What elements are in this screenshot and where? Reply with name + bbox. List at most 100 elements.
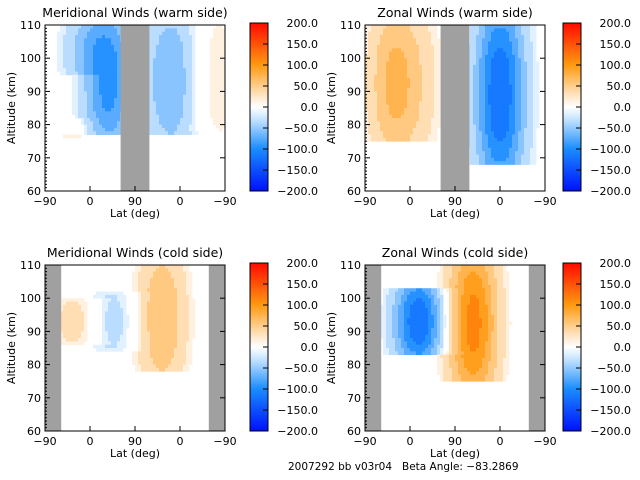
- contour-cell: [189, 274, 193, 279]
- contour-cell: [93, 61, 97, 66]
- contour-cell: [66, 61, 70, 66]
- contour-cell: [476, 64, 480, 69]
- contour-cell: [413, 344, 417, 349]
- contour-cell: [162, 98, 166, 102]
- contour-cell: [135, 281, 139, 286]
- contour-cell: [509, 144, 513, 149]
- contour-cell: [102, 291, 106, 296]
- contour-cell: [183, 348, 187, 352]
- contour-cell: [171, 291, 175, 296]
- contour-cell: [413, 348, 417, 352]
- contour-cell: [183, 111, 187, 116]
- contour-cell: [368, 111, 372, 116]
- contour-cell: [177, 28, 181, 33]
- contour-cell: [156, 288, 160, 292]
- contour-cell: [222, 68, 226, 72]
- contour-cell: [407, 41, 411, 46]
- contour-cell: [177, 78, 181, 82]
- contour-cell: [105, 91, 109, 96]
- contour-cell: [180, 48, 184, 52]
- contour-cell: [183, 127, 187, 132]
- contour-cell: [99, 121, 103, 125]
- contour-cell: [66, 328, 70, 332]
- contour-cell: [216, 41, 220, 46]
- contour-cell: [216, 98, 220, 102]
- contour-cell: [377, 114, 381, 119]
- contour-cell: [488, 94, 492, 99]
- contour-cell: [494, 84, 498, 89]
- contour-cell: [416, 108, 420, 112]
- contour-cell: [416, 78, 420, 82]
- contour-cell: [138, 284, 142, 289]
- contour-cell: [509, 121, 513, 125]
- contour-cell: [108, 94, 112, 99]
- contour-cell: [485, 154, 489, 159]
- contour-cell: [494, 74, 498, 79]
- contour-cell: [114, 25, 118, 29]
- contour-cell: [213, 111, 217, 116]
- contour-cell: [386, 64, 390, 69]
- contour-cell: [419, 101, 423, 106]
- contour-cell: [105, 304, 109, 309]
- contour-cell: [180, 44, 184, 49]
- contour-cell: [512, 68, 516, 72]
- contour-cell: [57, 34, 61, 39]
- contour-cell: [371, 48, 375, 52]
- contour-cell: [398, 298, 402, 302]
- contour-cell: [168, 44, 172, 49]
- contour-cell: [515, 31, 519, 36]
- contour-cell: [105, 114, 109, 119]
- contour-cell: [123, 294, 127, 299]
- contour-cell: [419, 314, 423, 319]
- contour-cell: [96, 54, 100, 59]
- contour-cell: [533, 68, 537, 72]
- contour-cell: [168, 54, 172, 59]
- contour-cell: [141, 288, 145, 292]
- contour-cell: [506, 58, 510, 62]
- contour-cell: [177, 311, 181, 316]
- contour-cell: [84, 41, 88, 46]
- contour-cell: [530, 25, 534, 29]
- panel-2: Meridional Winds (cold side)607080901001…: [5, 245, 318, 460]
- contour-cell: [368, 51, 372, 56]
- contour-cell: [524, 48, 528, 52]
- contour-cell: [213, 101, 217, 106]
- contour-cell: [153, 51, 157, 56]
- contour-cell: [165, 301, 169, 306]
- contour-cell: [407, 117, 411, 122]
- contour-cell: [365, 25, 369, 29]
- contour-cell: [117, 328, 121, 332]
- contour-cell: [102, 74, 106, 79]
- contour-cell: [171, 104, 175, 109]
- contour-cell: [141, 291, 145, 296]
- contour-cell: [473, 121, 477, 125]
- contour-cell: [500, 31, 504, 36]
- contour-cell: [482, 74, 486, 79]
- contour-cell: [404, 78, 408, 82]
- contour-cell: [488, 147, 492, 152]
- contour-cell: [159, 328, 163, 332]
- contour-cell: [392, 94, 396, 99]
- contour-cell: [180, 117, 184, 122]
- contour-cell: [488, 127, 492, 132]
- contour-cell: [497, 31, 501, 36]
- contour-cell: [177, 74, 181, 79]
- contour-cell: [368, 91, 372, 96]
- contour-cell: [410, 311, 414, 316]
- contour-cell: [108, 127, 112, 132]
- contour-cell: [183, 298, 187, 302]
- contour-cell: [96, 84, 100, 89]
- contour-cell: [533, 161, 537, 165]
- contour-cell: [512, 54, 516, 59]
- contour-cell: [524, 71, 528, 76]
- contour-cell: [425, 338, 429, 342]
- contour-cell: [186, 348, 190, 352]
- contour-cell: [168, 294, 172, 299]
- contour-cell: [500, 78, 504, 82]
- contour-cell: [63, 318, 67, 322]
- contour-cell: [416, 344, 420, 349]
- contour-cell: [506, 124, 510, 129]
- contour-cell: [533, 25, 537, 29]
- contour-cell: [389, 308, 393, 312]
- contour-cell: [425, 348, 429, 352]
